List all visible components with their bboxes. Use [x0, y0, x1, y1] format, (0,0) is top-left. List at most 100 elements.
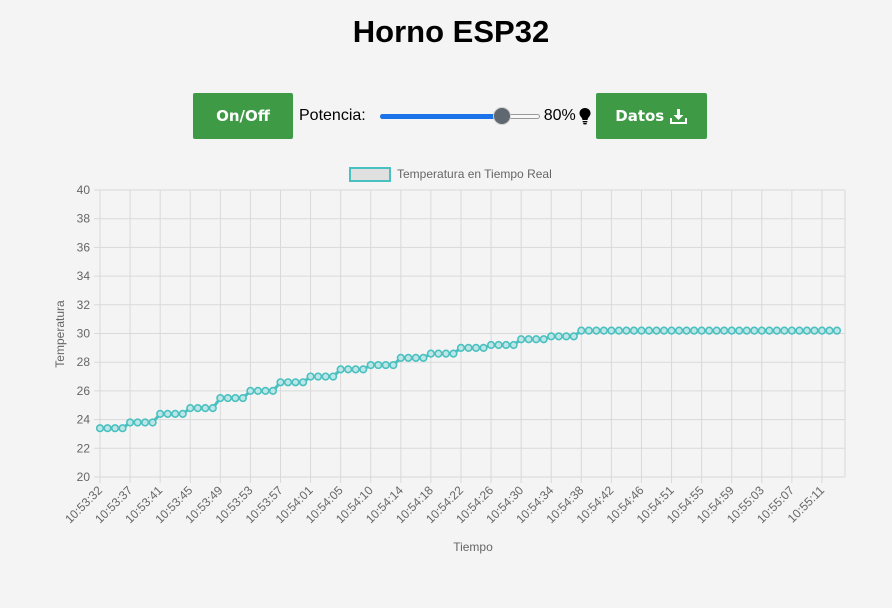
data-point[interactable] [396, 353, 405, 362]
onoff-button[interactable]: On/Off [193, 93, 293, 139]
data-point[interactable] [186, 404, 195, 413]
data-point[interactable] [276, 378, 285, 387]
data-point[interactable] [246, 386, 255, 395]
data-point[interactable] [486, 340, 496, 350]
data-point[interactable] [374, 360, 383, 370]
data-point[interactable] [434, 349, 443, 358]
data-point[interactable] [817, 326, 827, 335]
data-point[interactable] [577, 326, 586, 335]
data-point[interactable] [103, 424, 112, 433]
data-point[interactable] [306, 372, 315, 381]
data-point[interactable] [682, 326, 691, 335]
data-point[interactable] [825, 326, 834, 335]
data-point[interactable] [772, 326, 781, 335]
data-point[interactable] [524, 335, 533, 344]
data-point[interactable] [223, 393, 232, 403]
data-point[interactable] [110, 424, 120, 433]
data-point[interactable] [637, 326, 646, 335]
data-point[interactable] [614, 326, 624, 335]
data-point[interactable] [268, 386, 278, 395]
data-point[interactable] [283, 378, 293, 387]
data-point[interactable] [471, 343, 481, 352]
data-point[interactable] [441, 349, 451, 358]
data-point[interactable] [95, 424, 105, 433]
data-point[interactable] [810, 326, 819, 335]
data-point[interactable] [231, 393, 240, 403]
data-point[interactable] [208, 404, 217, 413]
data-point[interactable] [547, 332, 556, 341]
data-point[interactable] [509, 340, 518, 350]
data-point[interactable] [690, 326, 699, 335]
data-point[interactable] [171, 409, 180, 418]
data-point[interactable] [532, 335, 541, 344]
data-point[interactable] [757, 326, 766, 335]
data-point[interactable] [795, 326, 804, 335]
data-point[interactable] [622, 326, 631, 335]
data-point[interactable] [629, 326, 639, 335]
data-point[interactable] [261, 386, 270, 395]
datos-button[interactable]: Datos [595, 93, 707, 139]
data-point[interactable] [411, 353, 420, 362]
data-point[interactable] [216, 393, 225, 403]
data-point[interactable] [554, 332, 563, 341]
data-point[interactable] [705, 326, 714, 335]
data-point[interactable] [464, 343, 473, 352]
data-point[interactable] [193, 404, 202, 413]
data-point[interactable] [359, 365, 368, 374]
data-point[interactable] [381, 360, 390, 370]
data-point[interactable] [742, 326, 751, 335]
potencia-slider[interactable] [379, 106, 540, 126]
data-point[interactable] [735, 326, 744, 335]
data-point[interactable] [253, 386, 263, 395]
data-point[interactable] [592, 326, 601, 335]
data-point[interactable] [517, 335, 526, 344]
data-point[interactable] [720, 326, 729, 335]
data-point[interactable] [697, 326, 706, 335]
data-point[interactable] [238, 393, 247, 403]
data-point[interactable] [659, 326, 669, 335]
data-point[interactable] [419, 353, 428, 362]
data-point[interactable] [780, 326, 789, 335]
data-point[interactable] [178, 409, 187, 418]
data-point[interactable] [148, 418, 157, 427]
data-point[interactable] [494, 340, 503, 350]
data-point[interactable] [479, 343, 488, 352]
data-point[interactable] [832, 326, 842, 335]
data-point[interactable] [125, 418, 135, 427]
data-point[interactable] [644, 326, 654, 335]
data-point[interactable] [351, 365, 360, 374]
data-point[interactable] [141, 418, 150, 427]
data-point[interactable] [569, 332, 578, 341]
data-point[interactable] [313, 372, 323, 381]
data-point[interactable] [336, 365, 345, 374]
data-point[interactable] [667, 326, 676, 335]
data-point[interactable] [712, 326, 721, 335]
data-point[interactable] [201, 404, 210, 413]
data-point[interactable] [502, 340, 511, 350]
data-point[interactable] [298, 378, 308, 387]
data-point[interactable] [562, 332, 571, 341]
data-point[interactable] [118, 424, 127, 433]
data-point[interactable] [344, 365, 353, 374]
data-point[interactable] [133, 418, 142, 427]
data-point[interactable] [321, 372, 330, 381]
data-point[interactable] [389, 360, 398, 370]
data-point[interactable] [156, 409, 165, 418]
data-point[interactable] [404, 353, 413, 362]
data-point[interactable] [674, 326, 684, 335]
data-point[interactable] [802, 326, 812, 335]
data-point[interactable] [329, 372, 338, 381]
data-point[interactable] [599, 326, 608, 335]
data-point[interactable] [787, 326, 796, 335]
data-point[interactable] [584, 326, 593, 335]
chart-legend[interactable]: Temperatura en Tiempo Real [349, 167, 552, 182]
data-point[interactable] [652, 326, 661, 335]
slider-thumb[interactable] [492, 107, 511, 125]
data-point[interactable] [163, 409, 172, 418]
data-point[interactable] [366, 360, 375, 370]
data-point[interactable] [449, 349, 458, 358]
data-point[interactable] [607, 326, 616, 335]
data-point[interactable] [765, 326, 774, 335]
data-point[interactable] [750, 326, 759, 335]
data-point[interactable] [727, 326, 736, 335]
